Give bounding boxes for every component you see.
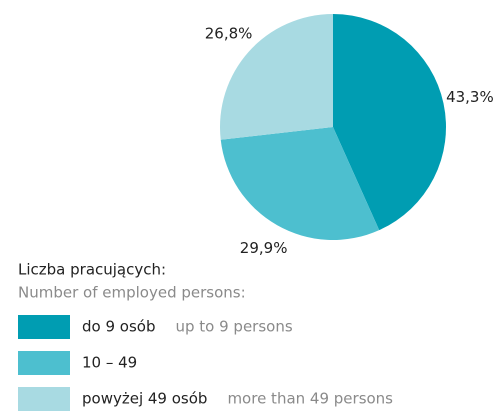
legend-title: Liczba pracujących: [18, 261, 166, 279]
data-label: 43,3% [446, 88, 494, 106]
legend-label: 10 – 49 [82, 354, 137, 372]
legend-label-en: up to 9 persons [175, 318, 292, 336]
legend-swatch [18, 351, 70, 375]
legend-label: powyżej 49 osób [82, 390, 207, 408]
legend-subtitle: Number of employed persons: [18, 284, 246, 302]
legend-swatch [18, 315, 70, 339]
legend-label: do 9 osób [82, 318, 155, 336]
legend-label-en: more than 49 persons [227, 390, 393, 408]
pie-slice [220, 127, 380, 240]
data-label: 26,8% [205, 24, 253, 42]
pie-slice [333, 14, 446, 231]
data-label: 29,9% [240, 239, 288, 257]
pie-slice [220, 14, 333, 140]
legend-swatch [18, 387, 70, 411]
